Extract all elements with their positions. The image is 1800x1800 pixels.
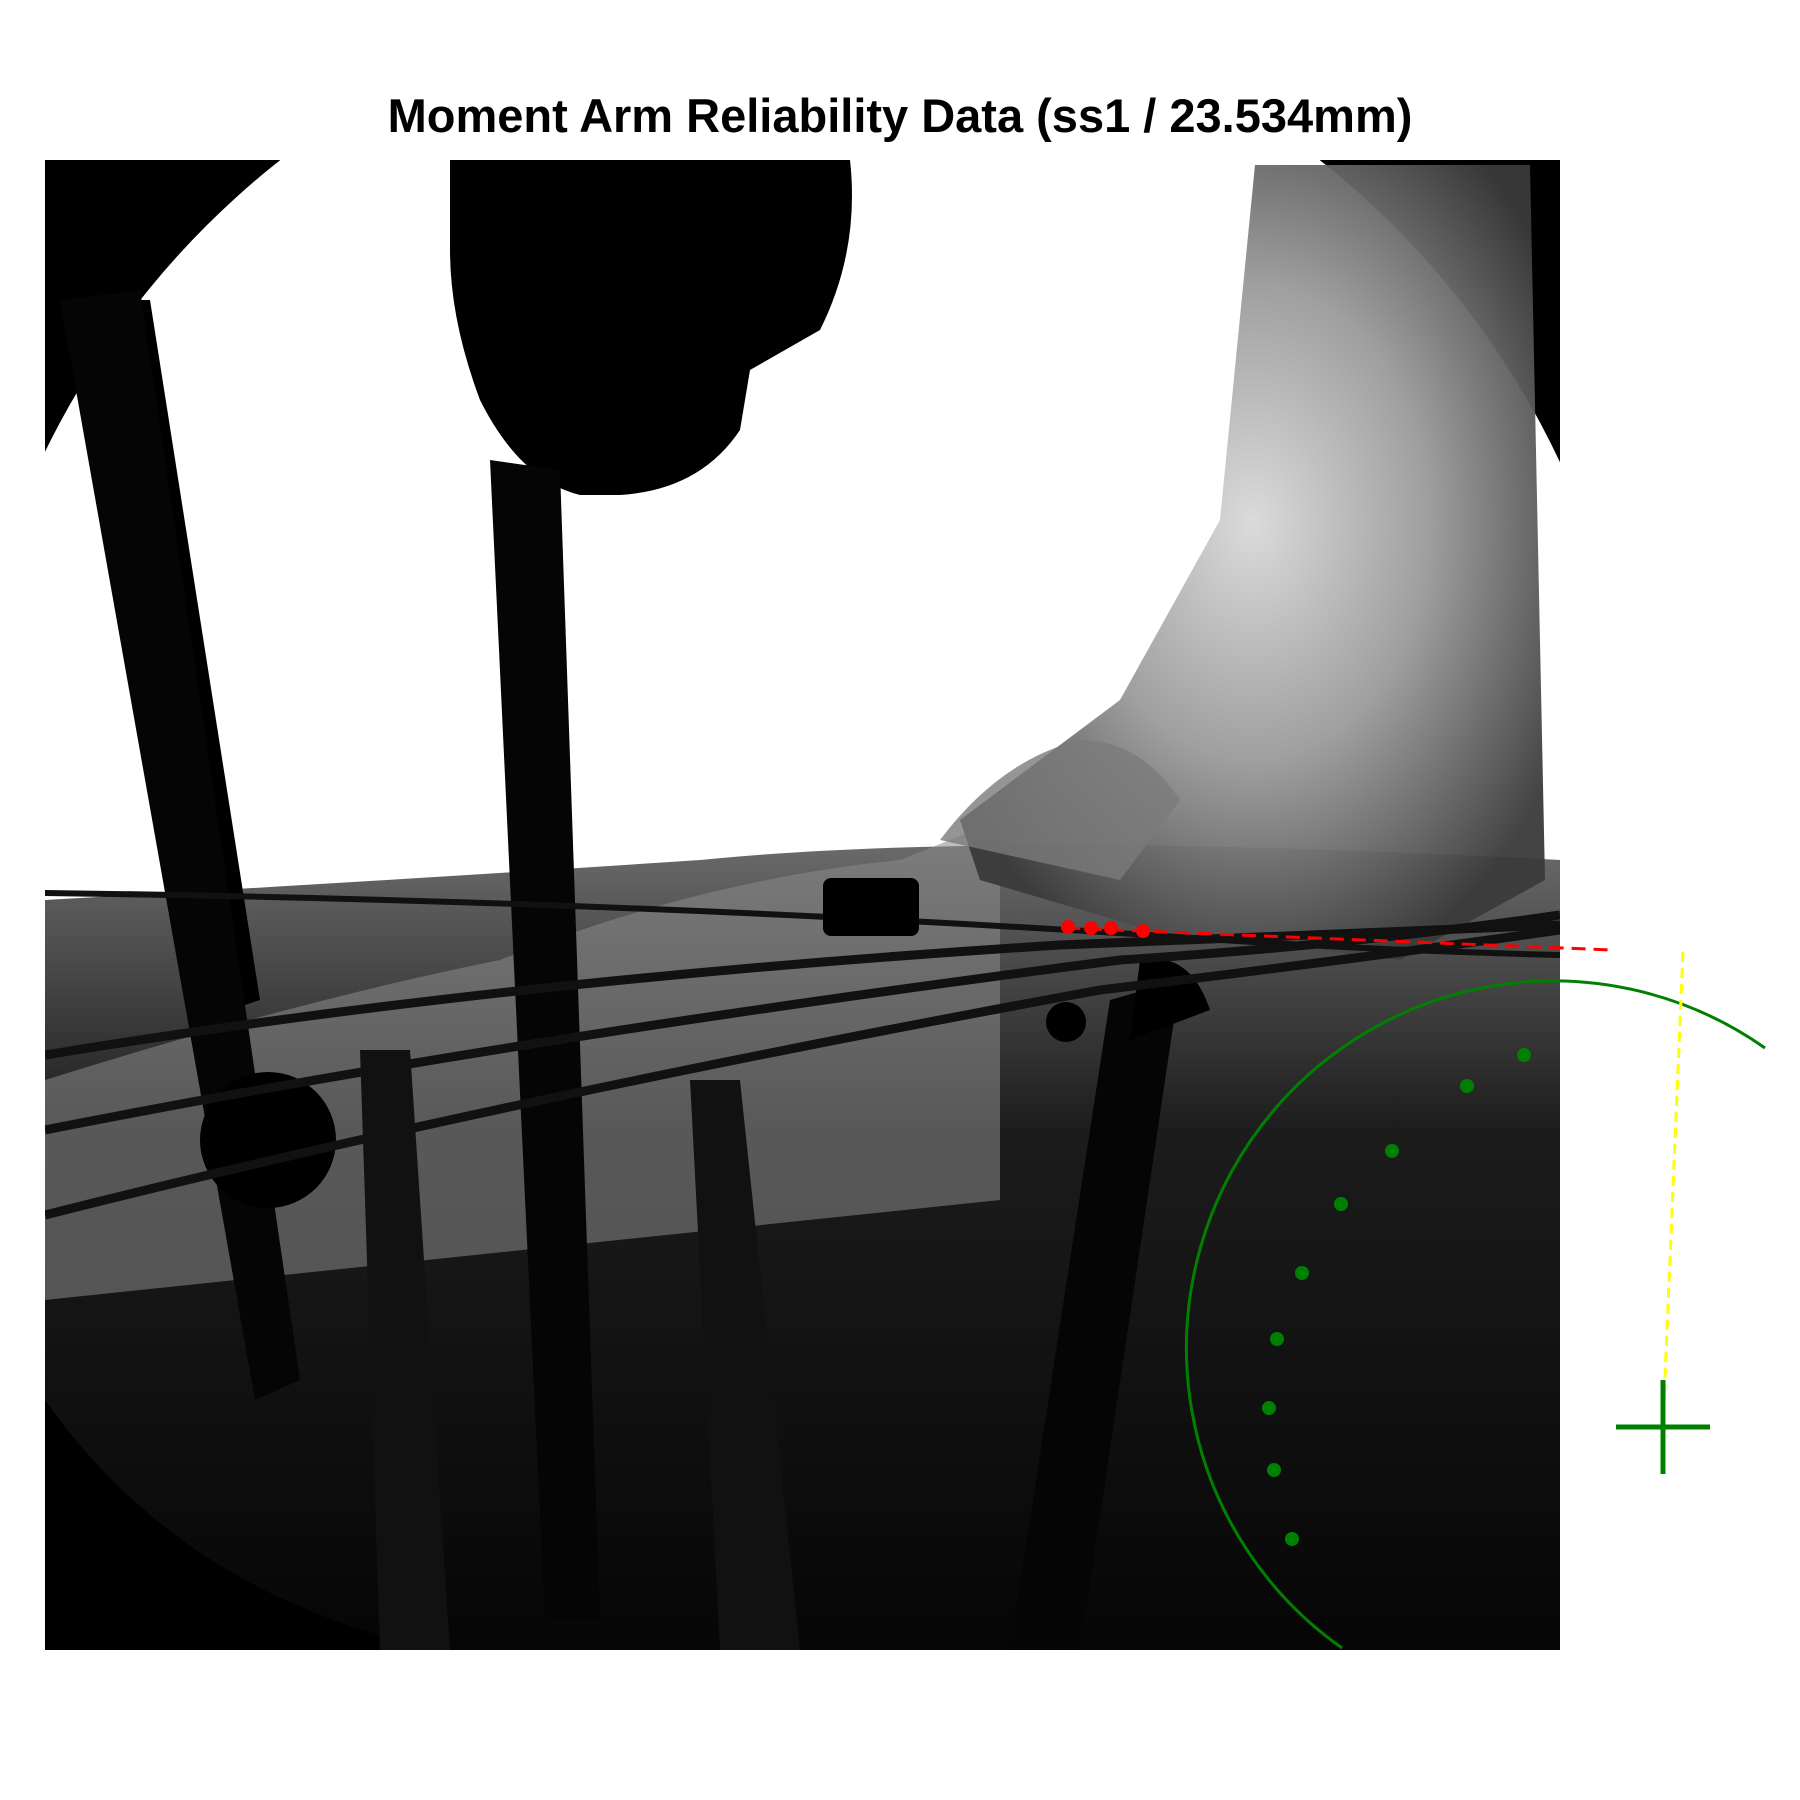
circle-fit	[1184, 979, 1766, 1650]
circle-fit-point	[1385, 1144, 1399, 1158]
circle-fit-point	[1460, 1079, 1474, 1093]
crosshair-plus-icon	[1616, 1380, 1710, 1474]
circle-fit-point	[1295, 1266, 1309, 1280]
circle-fit-point	[1270, 1332, 1284, 1346]
tendon-point	[1104, 921, 1118, 935]
tendon-line-of-action	[1061, 920, 1613, 952]
figure-title: Moment Arm Reliability Data (ss1 / 23.53…	[387, 89, 1413, 142]
tendon-point	[1084, 921, 1098, 935]
circle-fit-point	[1517, 1048, 1531, 1062]
tendon-point	[1136, 924, 1150, 938]
moment-arm-line	[1661, 951, 1685, 1426]
circle-fit-point	[1267, 1463, 1281, 1477]
tendon-point	[1061, 920, 1075, 934]
xray-image	[45, 160, 1560, 1650]
circle-fit-point	[1285, 1532, 1299, 1546]
circle-fit-point	[1262, 1401, 1276, 1415]
circle-fit-point	[1334, 1197, 1348, 1211]
